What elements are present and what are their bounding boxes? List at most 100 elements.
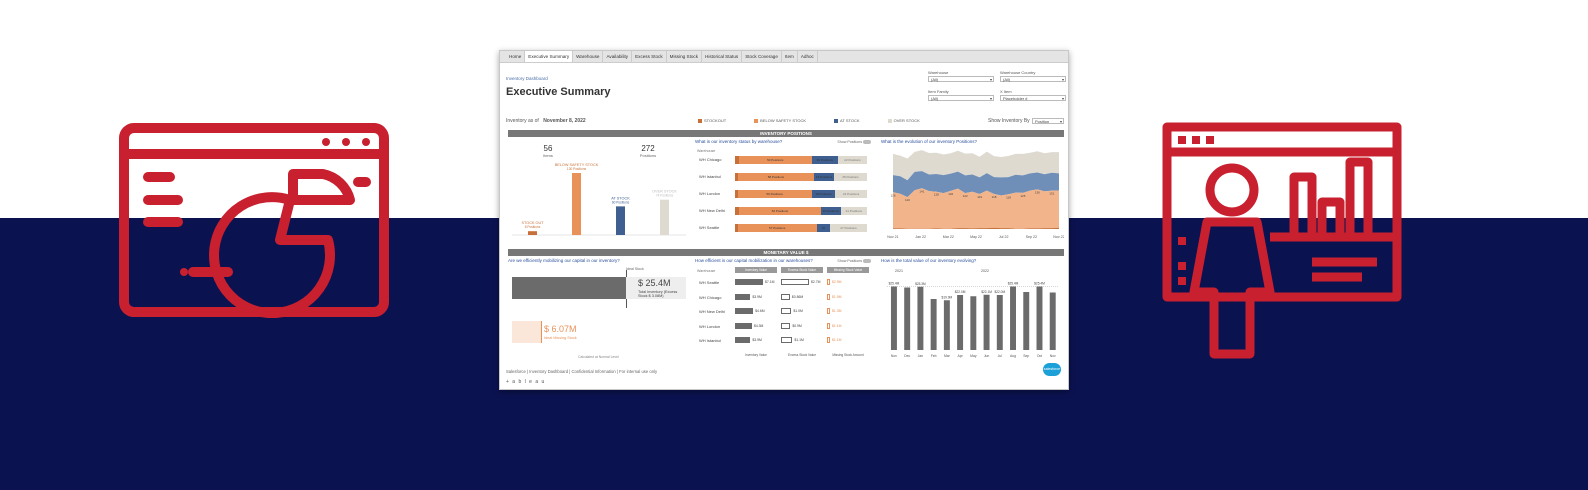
tableau-logo[interactable]: + a b l e a u: [506, 379, 546, 385]
mobilization-sort-label[interactable]: Warehouse: [697, 269, 716, 273]
show-positions-toggle[interactable]: Show Positions: [837, 140, 871, 145]
status-segment[interactable]: 56 Positions: [737, 190, 812, 198]
tab-warehouse[interactable]: Warehouse: [573, 51, 604, 62]
month-tick-label: Apr: [957, 354, 963, 358]
status-segment[interactable]: [735, 156, 739, 164]
status-legend: STOCKOUT BELOW SAFETY STOCK AT STOCK OVER S…: [698, 118, 920, 123]
legend-item[interactable]: STOCKOUT: [698, 118, 726, 123]
filter-warehouse-select[interactable]: (All): [928, 76, 994, 82]
position-bar[interactable]: [660, 199, 669, 235]
month-tick-label: Jun: [984, 354, 990, 358]
value-bar[interactable]: [890, 286, 897, 351]
status-segment[interactable]: [735, 173, 738, 181]
status-segment[interactable]: 10 Positions: [816, 224, 831, 232]
value-bar[interactable]: [1010, 286, 1016, 351]
status-segment[interactable]: 20 Positions: [811, 156, 838, 164]
position-bar[interactable]: [572, 173, 581, 235]
position-bar[interactable]: [616, 206, 625, 235]
inventory-value-bar[interactable]: [735, 337, 751, 343]
tableau-dashboard: Home Executive Summary Warehouse Availabili…: [499, 50, 1069, 390]
total-inventory-bar[interactable]: [512, 277, 626, 299]
value-bar[interactable]: [904, 287, 911, 351]
atstock-area[interactable]: [893, 171, 1059, 198]
value-bar[interactable]: [943, 300, 950, 350]
below-safety-area[interactable]: [893, 188, 1059, 229]
excess-stock-bar[interactable]: [781, 308, 792, 314]
status-segment[interactable]: 22 Positions: [837, 156, 867, 164]
position-bar[interactable]: [528, 231, 537, 235]
value-bar[interactable]: [1023, 292, 1030, 350]
filter-item-select[interactable]: Placeholder #: [1000, 95, 1066, 101]
filter-country-select[interactable]: (All): [1000, 76, 1066, 82]
legend-item[interactable]: OVER STOCK: [887, 118, 920, 123]
inventory-value-bar[interactable]: [735, 279, 763, 285]
status-segment[interactable]: [735, 190, 738, 198]
value-bar[interactable]: [983, 294, 990, 350]
value-bar[interactable]: [970, 296, 977, 350]
inventory-value-bar[interactable]: [735, 308, 754, 314]
inventory-value-label: $7.1M: [765, 280, 775, 284]
missing-stock-bar[interactable]: [512, 321, 542, 343]
status-segment[interactable]: [735, 224, 738, 232]
ideal-stock-marker-label: Ideal Stock: [626, 267, 644, 271]
warehouse-status-panel: What is our inventory status by warehous…: [695, 139, 875, 243]
overstock-area[interactable]: [893, 150, 1059, 181]
legend-item[interactable]: BELOW SAFETY STOCK: [754, 118, 806, 123]
tab-item[interactable]: Item: [782, 51, 798, 62]
missing-stock-bar[interactable]: [827, 279, 830, 285]
toggle-switch[interactable]: [863, 140, 871, 145]
excess-stock-bar[interactable]: [781, 337, 793, 343]
value-bar[interactable]: [996, 295, 1003, 350]
tab-executive-summary[interactable]: Executive Summary: [525, 51, 574, 62]
missing-stock-bar[interactable]: [827, 322, 830, 329]
legend-item[interactable]: AT STOCK: [834, 118, 860, 123]
status-segment[interactable]: 18 Positions: [811, 190, 836, 198]
positions-count: 272: [641, 144, 655, 153]
status-segment[interactable]: 25 Positions: [834, 173, 867, 181]
show-by-select[interactable]: Position: [1032, 118, 1064, 124]
position-bar-label: STOCK OUT: [521, 221, 544, 225]
value-bar[interactable]: [930, 299, 937, 350]
tab-home[interactable]: Home: [506, 51, 526, 62]
legend-label: AT STOCK: [840, 118, 860, 123]
value-bar[interactable]: [1036, 286, 1043, 351]
missing-stock-bar[interactable]: [827, 337, 830, 343]
status-segment[interactable]: 50 Positions: [738, 156, 812, 164]
tab-missing-stock[interactable]: Missing Stock: [667, 51, 702, 62]
excess-stock-bar[interactable]: [781, 322, 791, 329]
status-segment[interactable]: 21 Positions: [840, 207, 867, 215]
filter-family-select[interactable]: (All): [928, 95, 994, 101]
value-bar[interactable]: [957, 295, 964, 350]
tab-stock-coverage[interactable]: Stock Coverage: [742, 51, 782, 62]
missing-stock-bar[interactable]: [827, 308, 830, 314]
tab-excess-stock[interactable]: Excess Stock: [632, 51, 667, 62]
missing-stock-bar[interactable]: [827, 293, 830, 300]
mobilization-row-label: WH Seattle: [699, 280, 720, 285]
legend-swatch: [698, 118, 702, 123]
status-segment[interactable]: [735, 207, 739, 215]
tab-availability[interactable]: Availability: [603, 51, 633, 62]
breadcrumb[interactable]: Inventory Dashboard: [506, 76, 548, 81]
status-segment[interactable]: 62 Positions: [738, 207, 821, 215]
status-segment[interactable]: 15 Positions: [814, 173, 834, 181]
status-segment[interactable]: 24 Positions: [835, 190, 867, 198]
sort-label[interactable]: Warehouse: [697, 149, 716, 153]
inventory-value-bar[interactable]: [735, 293, 751, 300]
mobilization-toggle[interactable]: Show Positions: [837, 259, 871, 264]
footer-axis-label: Excess Stock Value: [788, 353, 816, 357]
value-bar[interactable]: [917, 286, 924, 350]
status-segment[interactable]: 58 Positions: [737, 173, 815, 181]
tab-historical-status[interactable]: Historical Status: [702, 51, 743, 62]
missing-stock-value: $ 6.07M: [544, 324, 577, 334]
excess-stock-bar[interactable]: [781, 293, 790, 300]
tab-adhoc[interactable]: Adhoc: [798, 51, 818, 62]
value-bar[interactable]: [1049, 292, 1056, 351]
status-segment[interactable]: 57 Positions: [737, 224, 817, 232]
warehouse-row-label: WH New Delhi: [699, 208, 726, 213]
status-segment[interactable]: 10 Positions: [820, 207, 841, 215]
below-value-label: 131: [1049, 192, 1054, 196]
excess-stock-bar[interactable]: [781, 279, 809, 285]
inventory-value-bar[interactable]: [735, 322, 752, 329]
toggle-switch[interactable]: [863, 259, 871, 264]
status-segment[interactable]: 27 Positions: [830, 224, 867, 232]
